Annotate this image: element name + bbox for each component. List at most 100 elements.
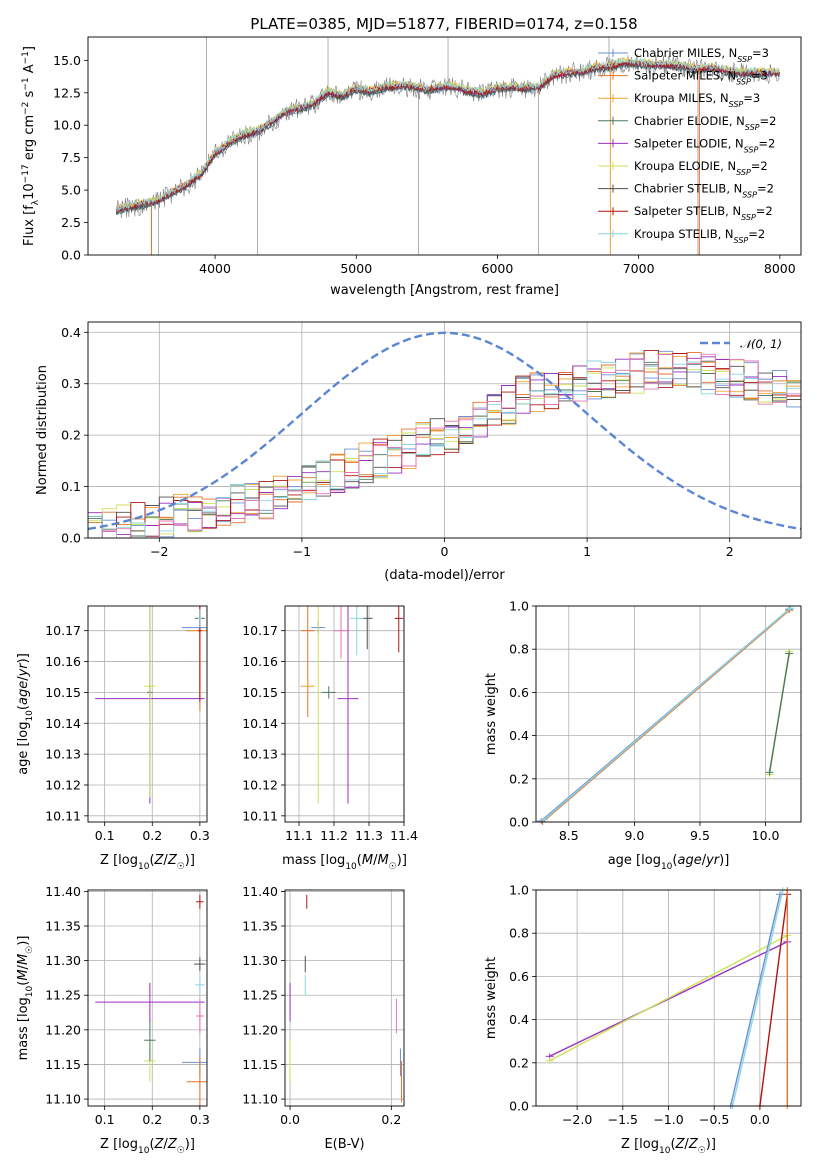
x-tick-label: −1.0 [653, 1112, 683, 1127]
y-tick-label: 0.3 [61, 376, 81, 391]
y-tick-label: 11.35 [45, 919, 81, 934]
weight-line [759, 894, 788, 1107]
x-axis-label: mass [log10(M/M☉)] [282, 853, 407, 872]
y-tick-label: 0.0 [61, 248, 81, 263]
weight-line [731, 889, 784, 1107]
spectrum-model-line [115, 57, 780, 212]
x-tick-label: 4000 [199, 261, 231, 276]
weight-line [549, 934, 788, 1062]
y-tick-label: 10.12 [242, 777, 278, 792]
x-axis-label: Z [log10(Z/Z☉)] [100, 1137, 195, 1156]
mass-vs-ebv-panel: 0.0 0.2 11.10 11.15 11.20 11.25 11.30 11.35 11.4… [242, 884, 405, 1152]
x-tick-label: 10.0 [752, 828, 780, 843]
histogram-series [88, 353, 801, 538]
y-tick-label: 11.20 [242, 1022, 278, 1037]
spectrum-panel: 4000 5000 6000 7000 8000 0.0 2.5 5.0 7.5 10.0 12.5… [21, 36, 802, 298]
x-tick-label: 9.5 [690, 828, 710, 843]
gaussian-curve [88, 331, 801, 531]
y-tick-label: 0.0 [509, 815, 529, 830]
y-tick-label: 10.13 [242, 747, 278, 762]
histogram-series [88, 352, 801, 526]
y-tick-label: 11.15 [45, 1057, 81, 1072]
residuals-panel: −2 −1 0 1 2 0.0 0.1 0.2 0.3 0.4 (data-model)/error… [35, 321, 802, 583]
y-axis-label: Flux [fλ10−17 erg cm−2 s−1 A−1] [21, 46, 41, 246]
axes-frame [87, 889, 208, 1107]
x-tick-label: 0.1 [95, 828, 115, 843]
y-tick-label: 11.10 [45, 1092, 81, 1107]
y-tick-label: 7.5 [61, 150, 81, 165]
points [95, 894, 207, 1106]
y-tick-label: 11.10 [242, 1092, 278, 1107]
y-tick-label: 2.5 [61, 215, 81, 230]
x-tick-label: −1 [293, 544, 311, 559]
age-vs-z-panel: 0.1 0.2 0.3 10.11 10.12 10.13 10.14 10.15 10.16 1… [16, 605, 210, 872]
y-tick-label: 0.0 [61, 531, 81, 546]
legend-label: Chabrier ELODIE, NSSP=2 [634, 114, 776, 132]
x-tick-label: 11.4 [390, 828, 418, 843]
y-tick-label: 0.4 [509, 1012, 529, 1027]
x-tick-label: 11.2 [320, 828, 348, 843]
x-tick-label: 9.0 [624, 828, 644, 843]
x-tick-label: −1.5 [608, 1112, 638, 1127]
weight-line [542, 609, 790, 823]
y-tick-label: 0.2 [509, 771, 529, 786]
weight-line [729, 894, 781, 1107]
histogram-series [88, 353, 801, 535]
spectrum-model-line [116, 59, 780, 213]
x-tick-label: −2.0 [562, 1112, 592, 1127]
legend-label: 𝒩(0, 1) [740, 337, 782, 351]
x-tick-label: 0.2 [142, 828, 162, 843]
y-axis-label: age [log10(age/yr)] [16, 653, 35, 775]
y-tick-label: 11.35 [242, 919, 278, 934]
y-axis-label: mass [log10(M/M☉)] [16, 936, 35, 1061]
legend-label: Chabrier MILES, NSSP=3 [634, 46, 769, 64]
points [289, 894, 402, 1103]
axes-frame [87, 605, 208, 823]
axes-frame [535, 605, 802, 823]
points [95, 606, 207, 804]
age-vs-mass-panel: 11.1 11.2 11.3 11.4 10.11 10.12 10.13 10.14 10.1… [242, 605, 418, 872]
y-tick-label: 11.15 [242, 1057, 278, 1072]
y-tick-label: 10.0 [53, 118, 81, 133]
x-tick-label: 0.2 [142, 1112, 162, 1127]
legend-label: Chabrier STELIB, NSSP=2 [634, 182, 774, 200]
y-tick-label: 10.15 [45, 685, 81, 700]
spectrum-model-line [115, 61, 780, 215]
y-tick-label: 0.4 [61, 325, 81, 340]
massweight-vs-z-panel: −2.0 −1.5 −1.0 −0.5 0.0 0.0 0.2 0.4 0.6 0.8 1.0 Z [… [484, 883, 802, 1156]
axes-frame [535, 889, 802, 1107]
y-axis-label: mass weight [484, 957, 499, 1039]
x-tick-label: 1 [583, 544, 591, 559]
y-tick-label: 10.13 [45, 747, 81, 762]
legend-label: Salpeter MILES, NSSP=3 [634, 69, 768, 87]
x-tick-label: 0.3 [190, 828, 210, 843]
y-tick-label: 10.12 [45, 777, 81, 792]
legend-label: Kroupa MILES, NSSP=3 [634, 91, 760, 109]
x-axis-label: wavelength [Angstrom, rest frame] [330, 283, 559, 298]
y-axis-label: Normed distribution [35, 365, 50, 495]
y-tick-label: 10.17 [242, 623, 278, 638]
x-tick-label: 11.1 [285, 828, 313, 843]
figure-title: PLATE=0385, MJD=51877, FIBERID=0174, z=0… [250, 15, 637, 33]
axes-frame [87, 321, 802, 539]
x-tick-label: 0.2 [381, 1112, 401, 1127]
y-tick-label: 11.40 [242, 884, 278, 899]
y-tick-label: 10.11 [242, 808, 278, 823]
x-axis-label: Z [log10(Z/Z☉)] [100, 853, 195, 872]
legend-label: Kroupa ELODIE, NSSP=2 [634, 159, 768, 177]
x-tick-label: 6000 [482, 261, 514, 276]
points [300, 606, 403, 804]
weight-line [543, 607, 791, 821]
x-tick-label: 0.1 [95, 1112, 115, 1127]
y-tick-label: 0.6 [509, 685, 529, 700]
y-tick-label: 10.16 [242, 654, 278, 669]
y-tick-label: 0.2 [509, 1055, 529, 1070]
y-tick-label: 0.8 [509, 926, 529, 941]
legend-label: Salpeter ELODIE, NSSP=2 [634, 136, 775, 154]
y-tick-label: 10.11 [45, 808, 81, 823]
weight-line [549, 941, 788, 1057]
histogram-series [88, 352, 801, 538]
x-axis-label: (data-model)/error [384, 568, 505, 583]
x-tick-label: −0.5 [699, 1112, 729, 1127]
x-tick-label: 8.5 [559, 828, 579, 843]
